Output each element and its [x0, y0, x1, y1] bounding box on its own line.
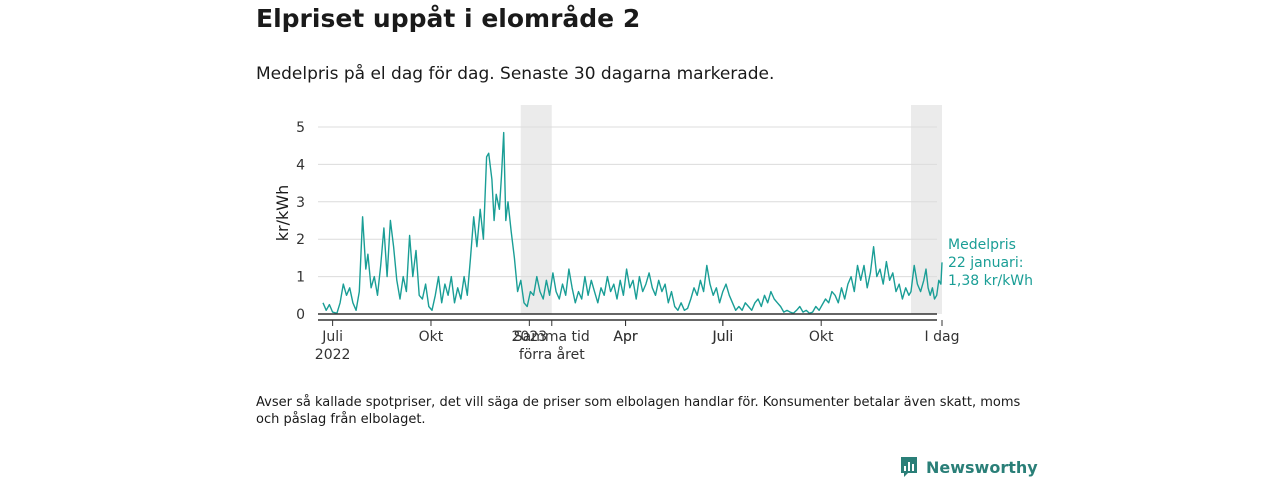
x-tick-label: Okt [809, 329, 834, 345]
x-tick-label: Juli [711, 329, 733, 345]
x-tick-label: Apr [613, 329, 637, 345]
line-chart: 0 1 2 3 4 5 kr/kWh Juli 2022 Okt 2023 Apr Juli Okt S… [273, 105, 1033, 363]
y-tick-label: 5 [296, 120, 305, 136]
y-tick-label: 0 [296, 307, 305, 323]
y-tick-label: 1 [296, 270, 305, 286]
brand-name: Newsworthy [926, 457, 1038, 477]
x-tick-label: 2023 [512, 329, 548, 345]
series-line [322, 131, 943, 314]
page-subtitle: Medelpris på el dag för dag. Senaste 30 … [256, 64, 775, 84]
x-tick-sublabel: 2022 [315, 347, 351, 363]
annotation-line: 22 januari: [948, 255, 1023, 271]
page-title: Elpriset uppåt i elområde 2 [256, 4, 641, 33]
brand-logo: Newsworthy [899, 455, 1038, 479]
x-axis: Juli 2022 Okt 2023 Apr Juli Okt Samma tidförra … [315, 313, 960, 363]
y-axis-label: kr/kWh [273, 185, 292, 241]
highlight-band [910, 105, 942, 314]
y-tick-label: 4 [296, 157, 305, 173]
x-tick-label: Juli [711, 329, 733, 345]
x-tick-label: Samma tid [514, 329, 590, 345]
x-tick-label: Okt [419, 329, 444, 345]
annotation-line: Medelpris [948, 237, 1016, 253]
x-tick-sublabel: förra året [519, 346, 585, 363]
annotation-line: 1,38 kr/kWh [948, 273, 1033, 289]
x-tick-label: Juli [321, 329, 343, 345]
x-tick-label: Apr [613, 329, 637, 345]
annotation: Medelpris 22 januari: 1,38 kr/kWh [948, 237, 1033, 289]
x-tick-label: I dag [925, 329, 960, 345]
y-axis-ticks: 0 1 2 3 4 5 [296, 120, 305, 323]
bar-chart-icon [901, 457, 917, 477]
footnote: Avser så kallade spotpriser, det vill sä… [256, 395, 1021, 427]
y-tick-label: 2 [296, 232, 305, 248]
y-tick-label: 3 [296, 195, 305, 211]
